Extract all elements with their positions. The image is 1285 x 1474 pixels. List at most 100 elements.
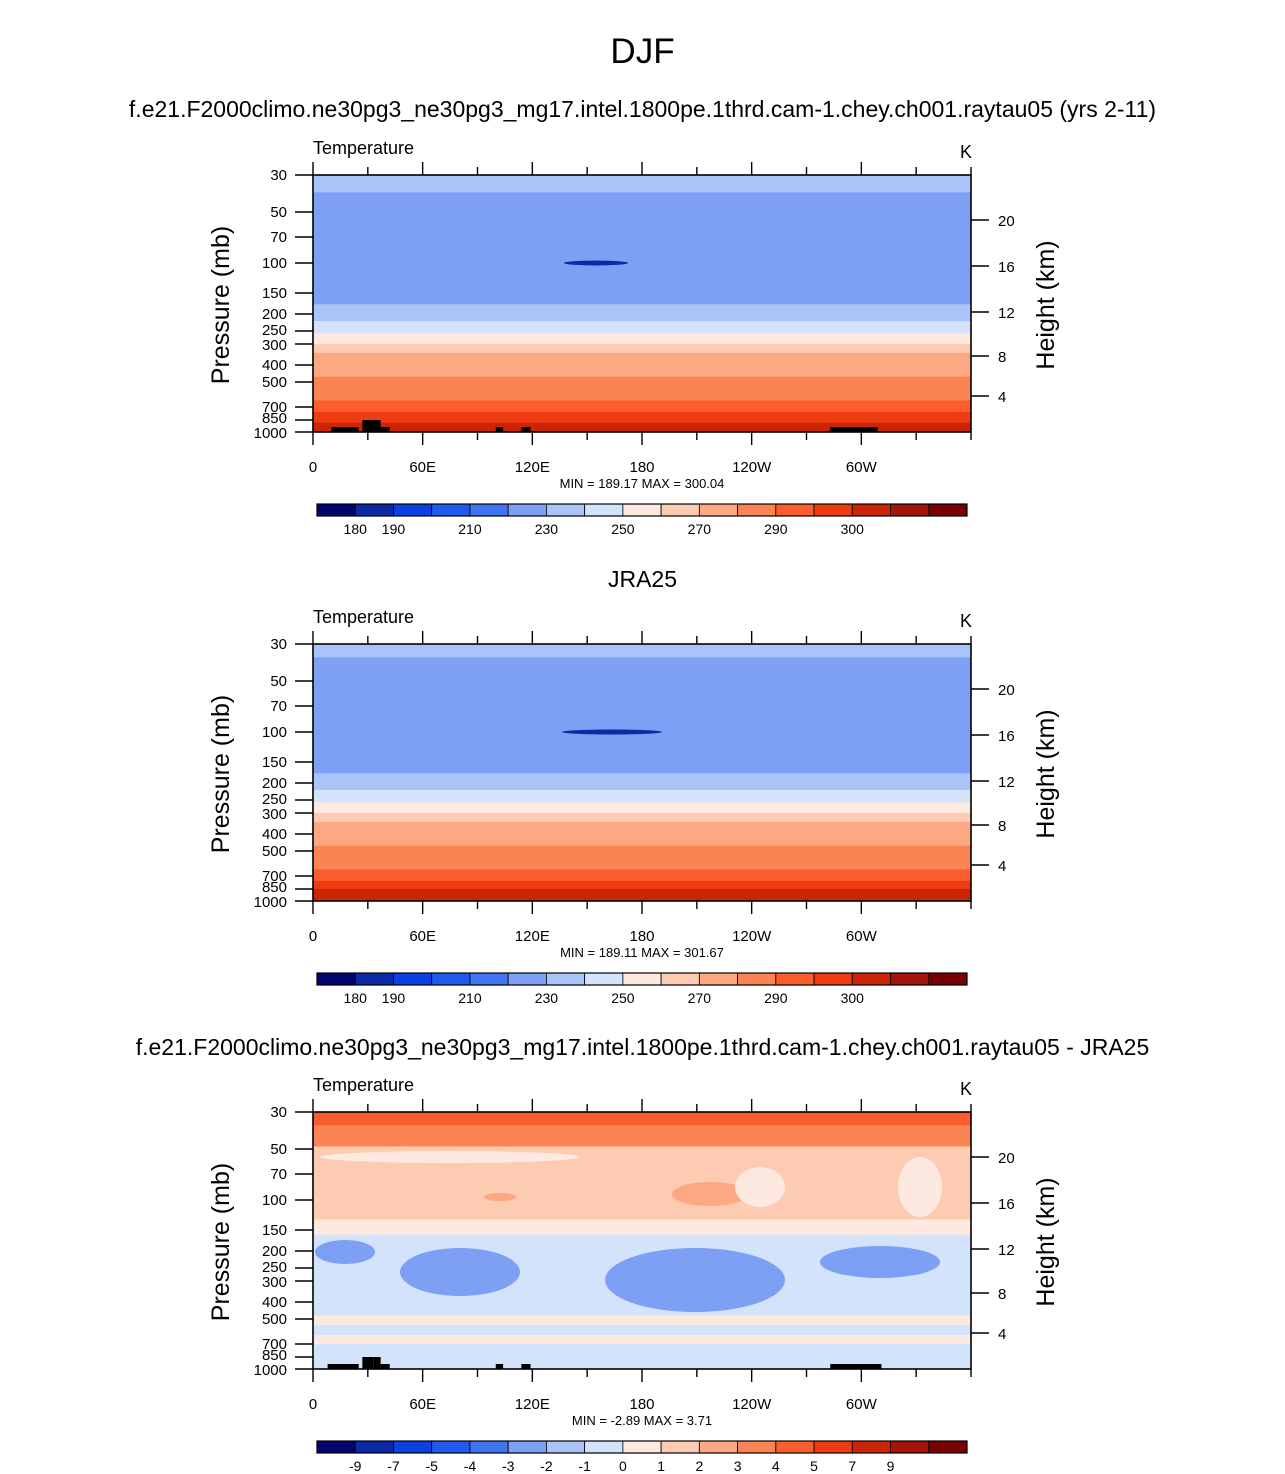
longitude-tick-label: 60W [846,459,878,476]
contour-band [313,175,971,193]
contour-band [313,389,971,401]
contour-band [313,225,971,286]
contour-band [313,333,971,345]
pressure-tick-label: 700 [262,868,287,885]
pressure-tick-label: 200 [262,1243,287,1260]
colorbar-swatch [546,503,586,517]
colorbar-swatch [393,503,433,517]
colorbar-swatch [316,1440,356,1454]
longitude-tick-label: 120W [732,928,772,945]
pressure-tick-label: 700 [262,1336,287,1353]
colorbar-swatch [393,1440,433,1454]
contour-band-light [320,1151,580,1163]
colorbar-swatch [622,1440,662,1454]
colorbar-swatch [737,1440,777,1454]
longitude-tick-label: 60W [846,1396,878,1413]
contour-band [313,790,971,803]
longitude-tick-label: 0 [309,459,317,476]
longitude-tick-label: 180 [629,1396,654,1413]
contour-band [313,400,971,413]
colorbar-label: 0 [619,1458,627,1474]
colorbar-swatch [546,972,586,986]
pressure-tick-label: 850 [262,879,287,896]
topography-block [495,427,504,432]
colorbar-swatch [393,972,433,986]
pressure-tick-label: 700 [262,399,287,416]
colorbar-label: 1 [657,1458,665,1474]
y-axis-label: Pressure (mb) [207,695,235,853]
pressure-tick-label: 70 [270,1166,287,1183]
topography-block [830,427,878,432]
colorbar-label: 300 [841,521,865,537]
topography-block [362,1357,374,1369]
colorbar-swatch [698,1440,738,1454]
contour-band [313,773,971,791]
colorbar-label: 7 [848,1458,856,1474]
contour-cold-anomaly [605,1248,785,1312]
contour-band [313,845,971,860]
colorbar-swatch [660,503,700,517]
height-tick-label: 16 [998,1196,1015,1213]
contour-band [313,858,971,870]
pressure-tick-label: 70 [270,229,287,246]
colorbar-frame [316,1440,968,1454]
colorbar-label: -1 [578,1458,591,1474]
height-tick-label: 4 [998,389,1006,406]
panel-title-model: f.e21.F2000climo.ne30pg3_ne30pg3_mg17.in… [128,96,1157,122]
height-tick-label: 16 [998,259,1015,276]
contour-band [313,285,971,305]
colorbar-swatch [813,503,853,517]
contour-band [313,813,971,823]
colorbar-label: 2 [695,1458,703,1474]
height-tick-label: 8 [998,1286,1006,1303]
colorbar-label: 3 [734,1458,742,1474]
colorbar-swatch [775,503,815,517]
colorbar-label: 300 [841,990,865,1006]
pressure-tick-label: 100 [262,724,287,741]
height-tick-label: 8 [998,818,1006,835]
contour-band [313,422,971,433]
colorbar-swatch [431,503,471,517]
colorbar-swatch [698,972,738,986]
pressure-tick-label: 50 [270,204,287,221]
contour-band [313,802,971,814]
contour-band [313,321,971,334]
longitude-tick-label: 120W [732,459,772,476]
colorbar-swatch [890,503,930,517]
colorbar-swatch [354,1440,394,1454]
pressure-tick-label: 200 [262,306,287,323]
topography-block [521,427,531,432]
pressure-tick-label: 300 [262,337,287,354]
colorbar-label: -7 [387,1458,400,1474]
pressure-tick-label: 100 [262,1192,287,1209]
topography-block [362,420,374,432]
topography-block [373,420,381,432]
contour-band [313,192,971,227]
height-tick-label: 20 [998,213,1015,230]
pressure-tick-label: 500 [262,843,287,860]
colorbar-swatch [507,972,547,986]
pressure-tick-label: 850 [262,1347,287,1364]
contour-warm-anomaly [672,1182,748,1206]
colorbar-swatch [546,1440,586,1454]
contour-cold-anomaly [820,1246,940,1278]
colorbar-swatch [316,503,356,517]
colorbar-swatch [890,972,930,986]
pressure-tick-label: 70 [270,698,287,715]
colorbar-label: 250 [611,521,635,537]
contour-band [313,821,971,835]
contour-band [313,352,971,366]
variable-label: Temperature [313,607,414,627]
colorbar-swatch [928,503,968,517]
contour-cold-core [564,260,628,266]
contour-cold-anomaly [400,1248,520,1296]
longitude-tick-label: 120E [515,1396,550,1413]
topography-block [495,1364,504,1369]
colorbar-label: 290 [764,990,788,1006]
topography-block [327,1364,359,1369]
contour-band [313,754,971,774]
contour-band [313,834,971,847]
colorbar-swatch [775,972,815,986]
longitude-tick-label: 180 [629,459,654,476]
colorbar-frame [316,972,968,986]
